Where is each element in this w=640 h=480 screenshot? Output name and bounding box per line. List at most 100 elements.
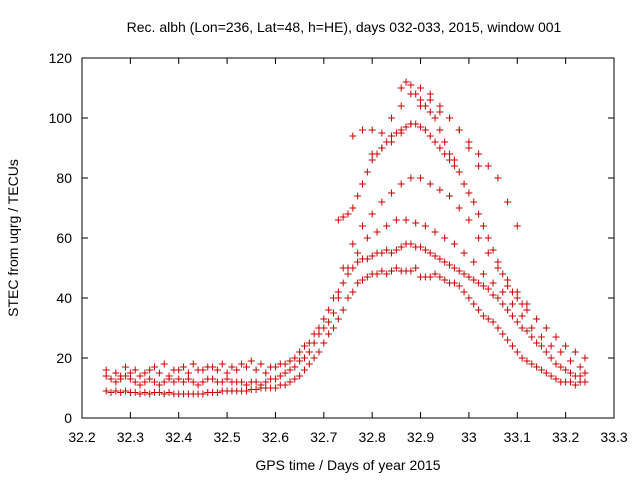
data-point [155, 369, 163, 377]
data-point [334, 216, 342, 224]
data-point [184, 375, 192, 383]
data-point [213, 366, 221, 374]
data-point [547, 354, 555, 362]
data-point [165, 372, 173, 380]
data-point [204, 363, 212, 371]
data-point [426, 132, 434, 140]
x-tick-label: 33.2 [552, 429, 579, 445]
data-point [209, 375, 217, 383]
data-point [194, 366, 202, 374]
data-point [131, 389, 139, 396]
data-point [489, 246, 497, 254]
data-point [359, 126, 367, 134]
data-point [450, 156, 458, 164]
data-point [460, 249, 468, 257]
data-point [494, 174, 502, 182]
data-point [417, 96, 425, 104]
data-point [557, 348, 565, 356]
data-point [359, 222, 367, 230]
data-point [112, 369, 120, 377]
data-point [378, 198, 386, 206]
data-point [513, 222, 521, 230]
data-point [397, 102, 405, 110]
data-point [122, 387, 130, 395]
x-tick-label: 32.7 [310, 429, 337, 445]
data-point [151, 363, 159, 371]
data-point [450, 240, 458, 248]
data-point [547, 342, 555, 350]
x-tick-label: 32.2 [68, 429, 95, 445]
data-point [373, 270, 381, 278]
y-axis-label: STEC from uqrg / TECUs [5, 159, 21, 317]
y-tick-label: 40 [56, 290, 72, 306]
data-point [184, 369, 192, 377]
data-point [117, 389, 125, 396]
data-point [199, 390, 207, 398]
data-point [102, 387, 110, 395]
data-point [508, 300, 516, 308]
data-point [562, 366, 570, 374]
data-point [238, 378, 246, 386]
data-point [368, 156, 376, 164]
data-point [363, 234, 371, 242]
data-point [494, 264, 502, 272]
data-point [460, 270, 468, 278]
data-point [344, 294, 352, 302]
data-point [484, 315, 492, 323]
data-point [107, 389, 115, 396]
data-point [523, 327, 531, 335]
data-point [499, 270, 507, 278]
data-point [175, 375, 183, 383]
data-point [455, 168, 463, 176]
data-point [344, 210, 352, 218]
data-point [499, 300, 507, 308]
data-point [450, 279, 458, 287]
data-point [417, 123, 425, 131]
data-point [378, 249, 386, 257]
x-tick-label: 33 [461, 429, 477, 445]
data-point [296, 348, 304, 356]
data-point [566, 378, 574, 386]
data-point [537, 342, 545, 350]
data-point [557, 363, 565, 371]
data-point [479, 282, 487, 290]
data-point [388, 189, 396, 197]
data-point [339, 306, 347, 314]
data-point [151, 378, 159, 386]
data-point [189, 360, 197, 368]
data-point [359, 180, 367, 188]
data-point [388, 249, 396, 257]
data-point [112, 387, 120, 395]
data-point [291, 354, 299, 362]
data-point [417, 84, 425, 92]
data-point [475, 210, 483, 218]
data-point [455, 204, 463, 212]
data-point [499, 288, 507, 296]
data-point [446, 261, 454, 269]
data-point [102, 372, 110, 380]
data-point [470, 276, 478, 284]
data-point [141, 389, 149, 396]
data-point [528, 360, 536, 368]
data-point [484, 285, 492, 293]
data-point [102, 366, 110, 374]
data-point [533, 363, 541, 371]
data-point [325, 330, 333, 338]
data-point [383, 246, 391, 254]
data-point [518, 324, 526, 332]
data-point [537, 333, 545, 341]
data-point [233, 366, 241, 374]
x-tick-label: 32.3 [117, 429, 144, 445]
data-point [446, 192, 454, 200]
data-point [252, 366, 260, 374]
data-point [194, 381, 202, 389]
data-point [378, 267, 386, 275]
data-point [436, 186, 444, 194]
data-point [146, 375, 154, 383]
data-point [542, 324, 550, 332]
x-axis: 32.2 32.3 32.4 32.5 32.6 32.7 32.8 32.9 33 33.1 33… [68, 58, 628, 445]
data-point [552, 375, 560, 383]
data-point [354, 258, 362, 266]
data-point [218, 378, 226, 386]
data-point [262, 378, 270, 386]
